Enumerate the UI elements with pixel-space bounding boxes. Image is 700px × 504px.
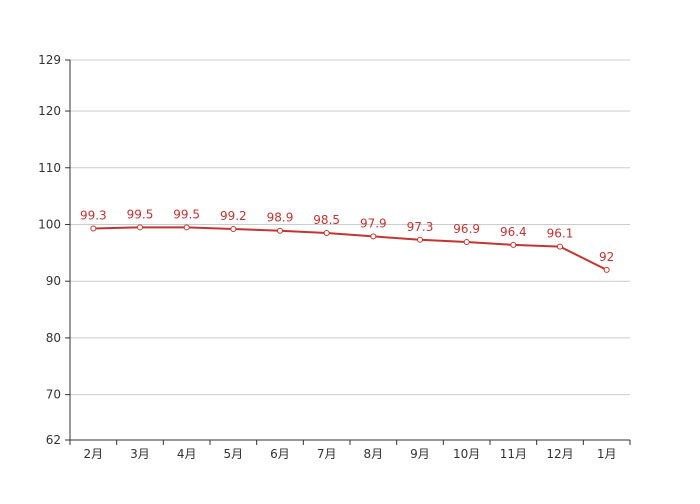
data-point [510,241,517,248]
data-label: 98.9 [267,211,294,225]
data-label: 97.3 [407,220,434,234]
x-tick-label: 1月 [597,447,617,461]
grid-lines [70,59,630,396]
x-tick-label: 11月 [500,447,527,461]
data-label: 92 [599,250,614,264]
y-tick-label: 80 [46,331,61,345]
y-tick-label: 120 [38,104,61,118]
x-tick-label: 2月 [84,447,104,461]
data-label: 96.1 [547,227,574,241]
data-label: 96.9 [453,222,480,236]
data-point [463,239,470,246]
y-tick-label: 110 [38,161,61,175]
data-point [417,236,423,243]
series-line [93,226,608,271]
x-tick-label: 4月 [177,447,197,461]
x-tick-label: 3月 [130,447,150,461]
y-tick-label: 70 [46,388,61,402]
y-tick-label: 129 [38,53,61,67]
data-label: 96.4 [500,225,527,239]
x-tick-label: 7月 [317,447,337,461]
data-label: 97.9 [360,216,387,230]
data-label: 99.2 [220,209,247,223]
data-point [370,233,377,240]
y-tick-label: 90 [46,274,61,288]
y-tick-label: 100 [38,217,61,231]
data-point [183,224,190,231]
x-tick-label: 8月 [364,447,384,461]
data-point [230,226,237,233]
series-layer [90,224,610,273]
data-point [557,243,563,250]
data-point [323,229,330,236]
data-labels: 99.3 99.5 99.5 99.2 98.9 98.5 97.9 97.3 96.9 96.4… [80,207,614,264]
axes: 62 70 80 90 100 110 120 129 2月 3月 4月 5月 6月 7月 8月 9月 10月 1… [38,53,631,461]
data-point [137,224,143,231]
x-tick-label: 10月 [453,447,480,461]
data-point [603,266,610,273]
x-tick-label: 12月 [546,447,573,461]
data-label: 99.5 [173,207,200,221]
x-tick-label: 6月 [270,447,290,461]
data-point [277,227,283,234]
x-tick-label: 5月 [224,447,244,461]
data-label: 98.5 [313,213,340,227]
y-tick-label: 62 [46,433,61,447]
data-point [90,225,97,232]
data-label: 99.3 [80,208,107,222]
x-tick-label: 9月 [410,447,430,461]
data-label: 99.5 [127,207,154,221]
